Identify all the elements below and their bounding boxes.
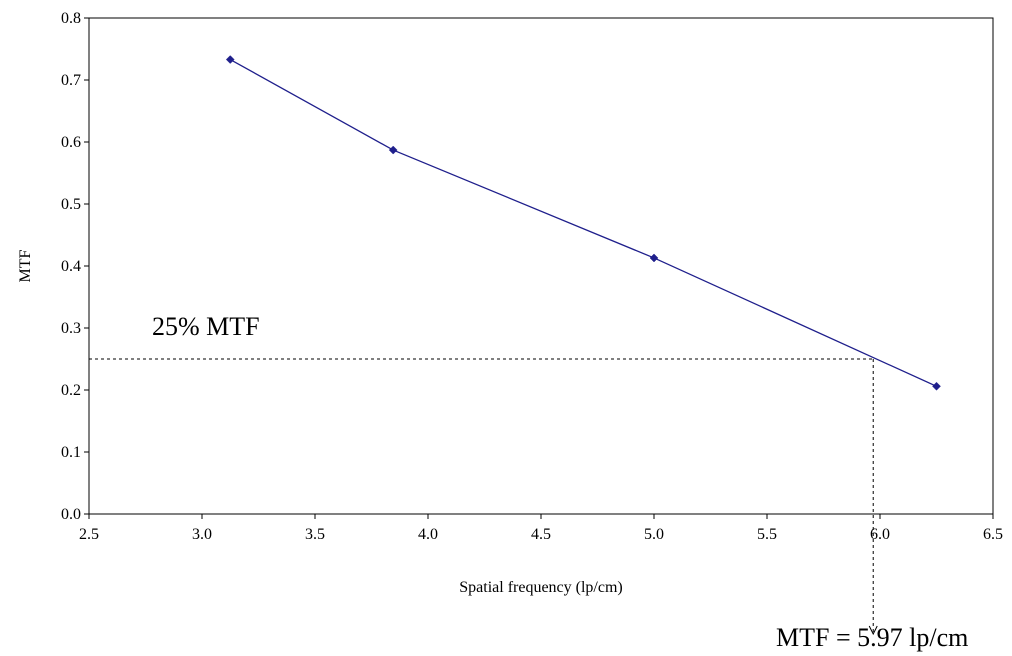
y-tick-label: 0.2	[61, 382, 81, 399]
y-tick-label: 0.4	[61, 258, 81, 275]
plot-area	[88, 17, 994, 515]
threshold-annotation: 25% MTF	[152, 312, 260, 341]
data-point-marker	[388, 145, 398, 155]
x-tick-label: 6.0	[870, 526, 890, 543]
y-tick-label: 0.0	[61, 506, 81, 523]
y-tick-label: 0.1	[61, 444, 81, 461]
series-line	[229, 58, 937, 387]
x-axis-ticks: 2.5 3.0 3.5 4.0 4.5 5.0 5.5 6.0 6.5	[79, 514, 1003, 543]
arrow-head-icon	[868, 625, 878, 636]
y-tick-label: 0.8	[61, 10, 81, 27]
y-tick-label: 0.7	[61, 72, 81, 89]
x-tick-label: 3.0	[192, 526, 212, 543]
data-point-marker	[225, 55, 235, 64]
data-point-marker	[649, 253, 659, 263]
x-tick-label: 5.5	[757, 526, 777, 543]
result-annotation: MTF = 5.97 lp/cm	[776, 623, 968, 652]
y-tick-label: 0.6	[61, 134, 81, 151]
y-tick-label: 0.5	[61, 196, 81, 213]
x-axis-title: Spatial frequency (lp/cm)	[459, 579, 623, 596]
y-axis-ticks: 0.0 0.1 0.2 0.3 0.4 0.5 0.6 0.7 0.8	[61, 10, 89, 523]
x-tick-label: 4.5	[531, 526, 551, 543]
reference-lines	[89, 358, 878, 636]
series-group	[225, 55, 941, 391]
data-point-marker	[932, 381, 941, 391]
x-tick-label: 4.0	[418, 526, 438, 543]
y-tick-label: 0.3	[61, 320, 81, 337]
y-axis-title: MTF	[17, 249, 34, 282]
x-tick-label: 2.5	[79, 526, 99, 543]
x-tick-label: 5.0	[644, 526, 664, 543]
x-tick-label: 6.5	[983, 526, 1003, 543]
x-tick-label: 3.5	[305, 526, 325, 543]
